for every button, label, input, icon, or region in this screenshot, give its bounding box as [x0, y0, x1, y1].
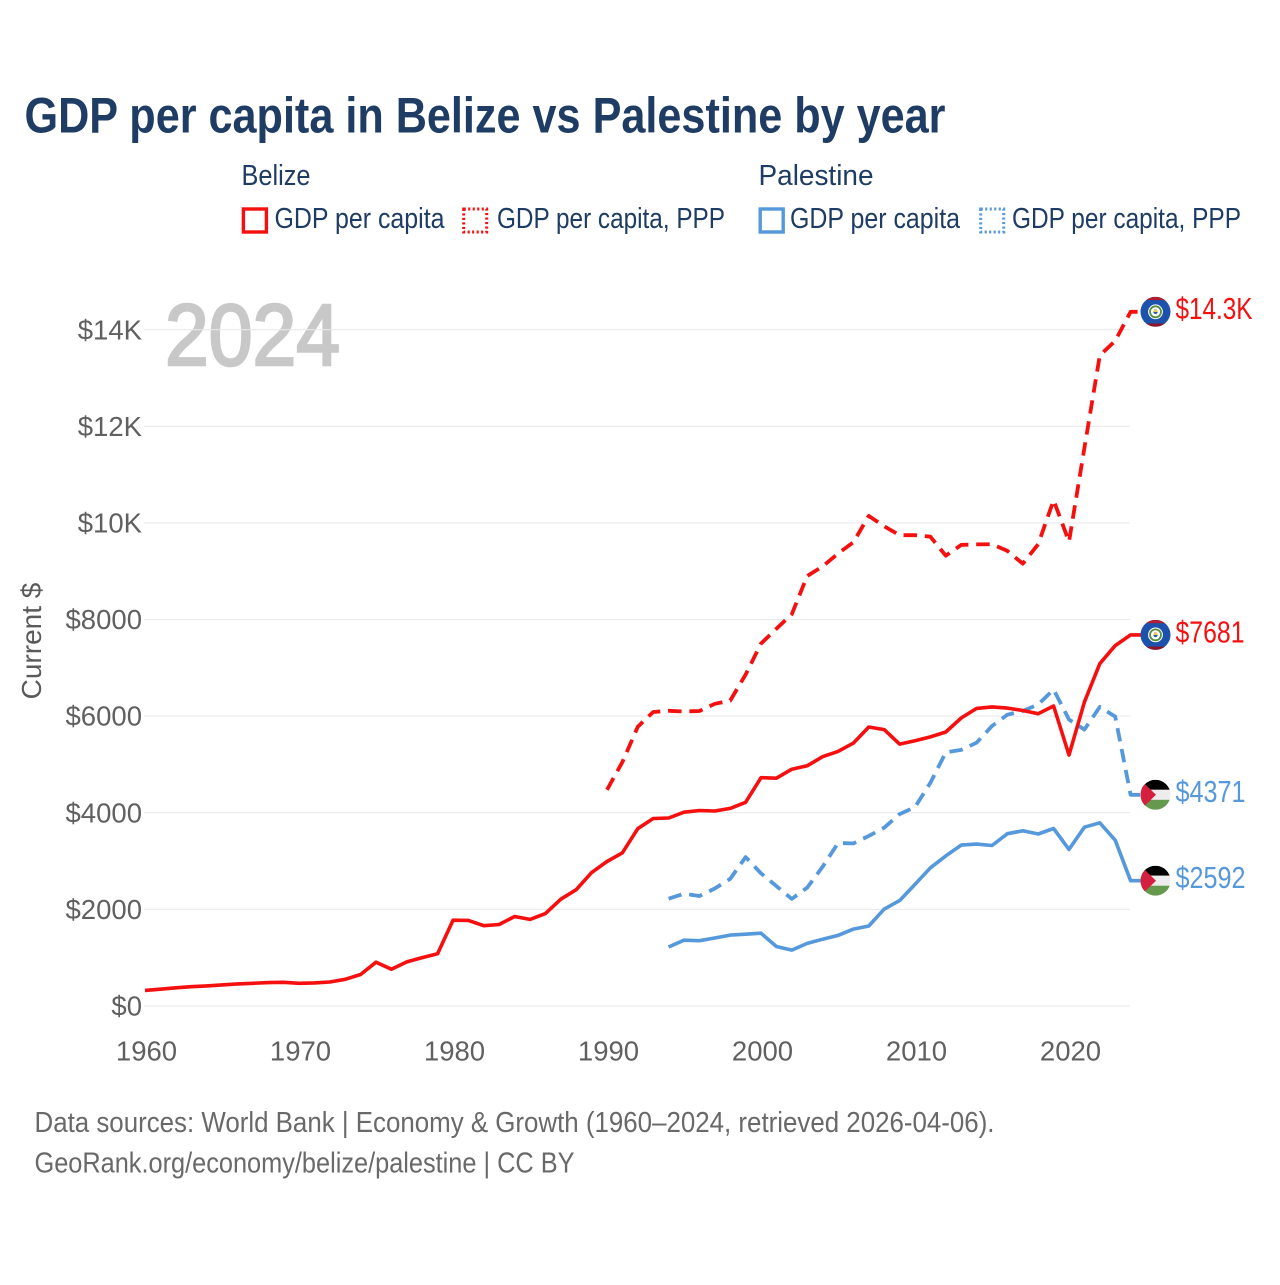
- svg-text:2000: 2000: [732, 1036, 793, 1067]
- svg-text:$14K: $14K: [78, 314, 143, 345]
- svg-text:2024: 2024: [165, 287, 340, 384]
- svg-text:$8000: $8000: [66, 604, 142, 635]
- svg-text:$14.3K: $14.3K: [1176, 292, 1253, 326]
- svg-text:2020: 2020: [1040, 1036, 1101, 1067]
- svg-text:Palestine: Palestine: [759, 160, 874, 192]
- svg-text:1960: 1960: [116, 1036, 177, 1067]
- svg-text:$12K: $12K: [78, 411, 143, 442]
- svg-text:Current $: Current $: [16, 582, 47, 699]
- svg-text:1980: 1980: [424, 1036, 485, 1067]
- svg-text:GDP per capita, PPP: GDP per capita, PPP: [497, 203, 725, 235]
- svg-text:$4000: $4000: [66, 797, 142, 828]
- svg-text:$2592: $2592: [1176, 861, 1246, 895]
- svg-text:GeoRank.org/economy/belize/pal: GeoRank.org/economy/belize/palestine | C…: [35, 1148, 575, 1180]
- svg-text:$4371: $4371: [1176, 775, 1246, 809]
- svg-text:2010: 2010: [886, 1036, 947, 1067]
- svg-text:$7681: $7681: [1176, 615, 1245, 649]
- svg-text:GDP per capita in Belize vs Pa: GDP per capita in Belize vs Palestine by…: [25, 87, 946, 144]
- svg-text:1990: 1990: [578, 1036, 639, 1067]
- svg-text:Data sources: World Bank | Eco: Data sources: World Bank | Economy & Gro…: [35, 1107, 995, 1139]
- svg-text:1970: 1970: [270, 1036, 331, 1067]
- svg-text:Belize: Belize: [242, 160, 311, 192]
- svg-text:$2000: $2000: [66, 894, 142, 925]
- svg-text:GDP per capita: GDP per capita: [275, 203, 445, 235]
- svg-text:GDP per capita: GDP per capita: [790, 203, 960, 235]
- svg-text:GDP per capita, PPP: GDP per capita, PPP: [1012, 203, 1241, 235]
- svg-text:$6000: $6000: [66, 701, 142, 732]
- svg-text:$10K: $10K: [78, 508, 143, 539]
- svg-text:$0: $0: [111, 991, 142, 1022]
